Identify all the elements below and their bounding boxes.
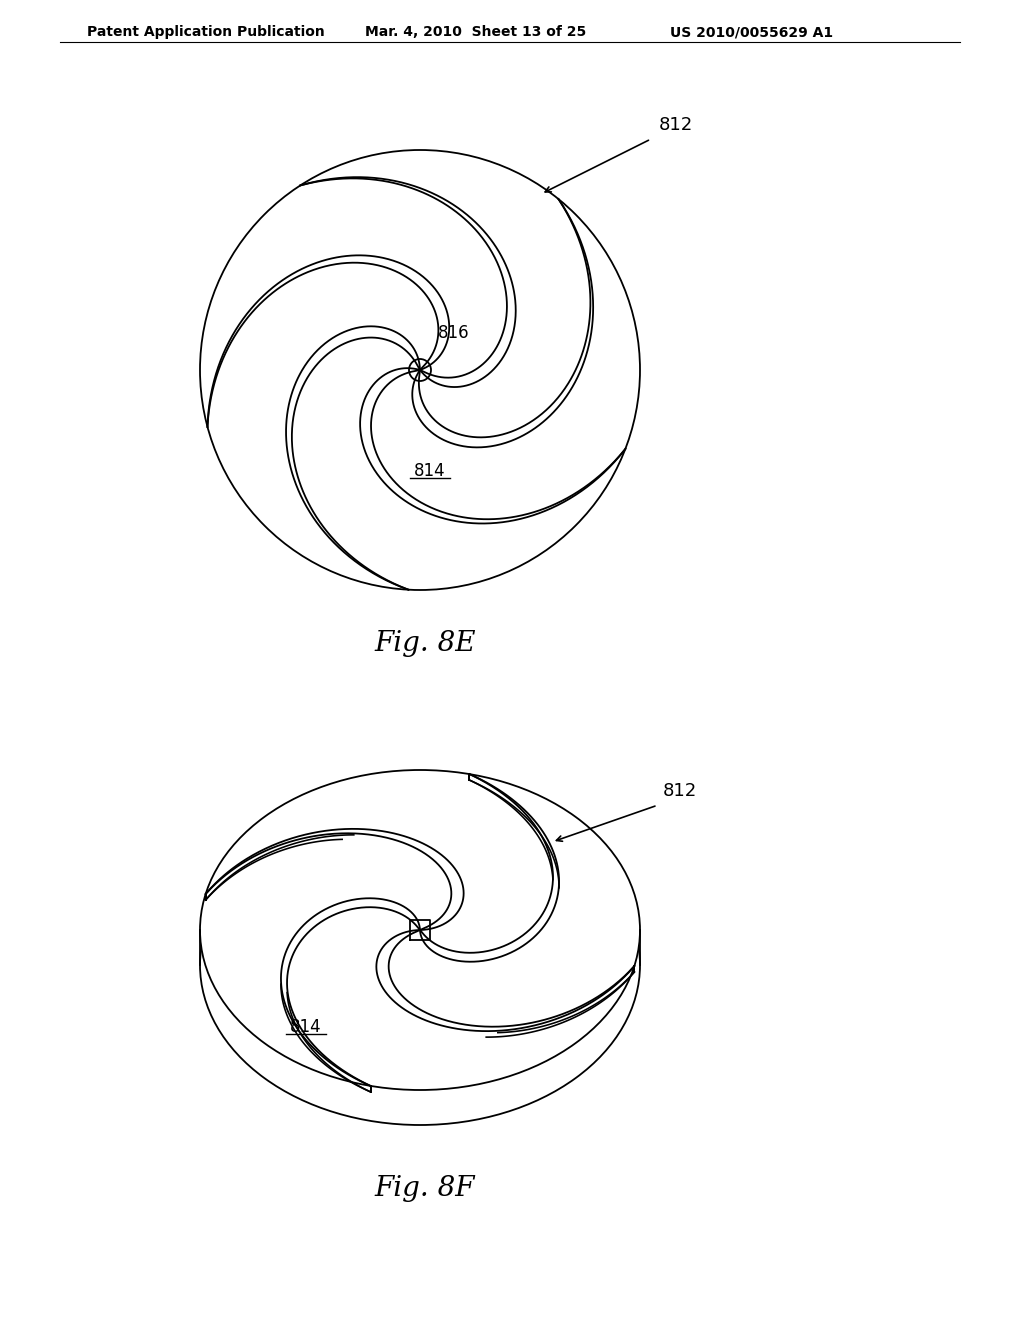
Text: Fig. 8E: Fig. 8E bbox=[374, 630, 476, 657]
Ellipse shape bbox=[200, 770, 640, 1090]
Text: US 2010/0055629 A1: US 2010/0055629 A1 bbox=[670, 25, 834, 40]
Circle shape bbox=[409, 359, 431, 381]
Text: 814: 814 bbox=[290, 1018, 322, 1036]
Text: Mar. 4, 2010  Sheet 13 of 25: Mar. 4, 2010 Sheet 13 of 25 bbox=[365, 25, 587, 40]
Text: Fig. 8F: Fig. 8F bbox=[375, 1175, 475, 1203]
Text: 816: 816 bbox=[438, 323, 470, 342]
Text: 812: 812 bbox=[663, 783, 697, 800]
Text: Patent Application Publication: Patent Application Publication bbox=[87, 25, 325, 40]
Text: 814: 814 bbox=[414, 462, 445, 480]
Text: 812: 812 bbox=[659, 116, 693, 135]
